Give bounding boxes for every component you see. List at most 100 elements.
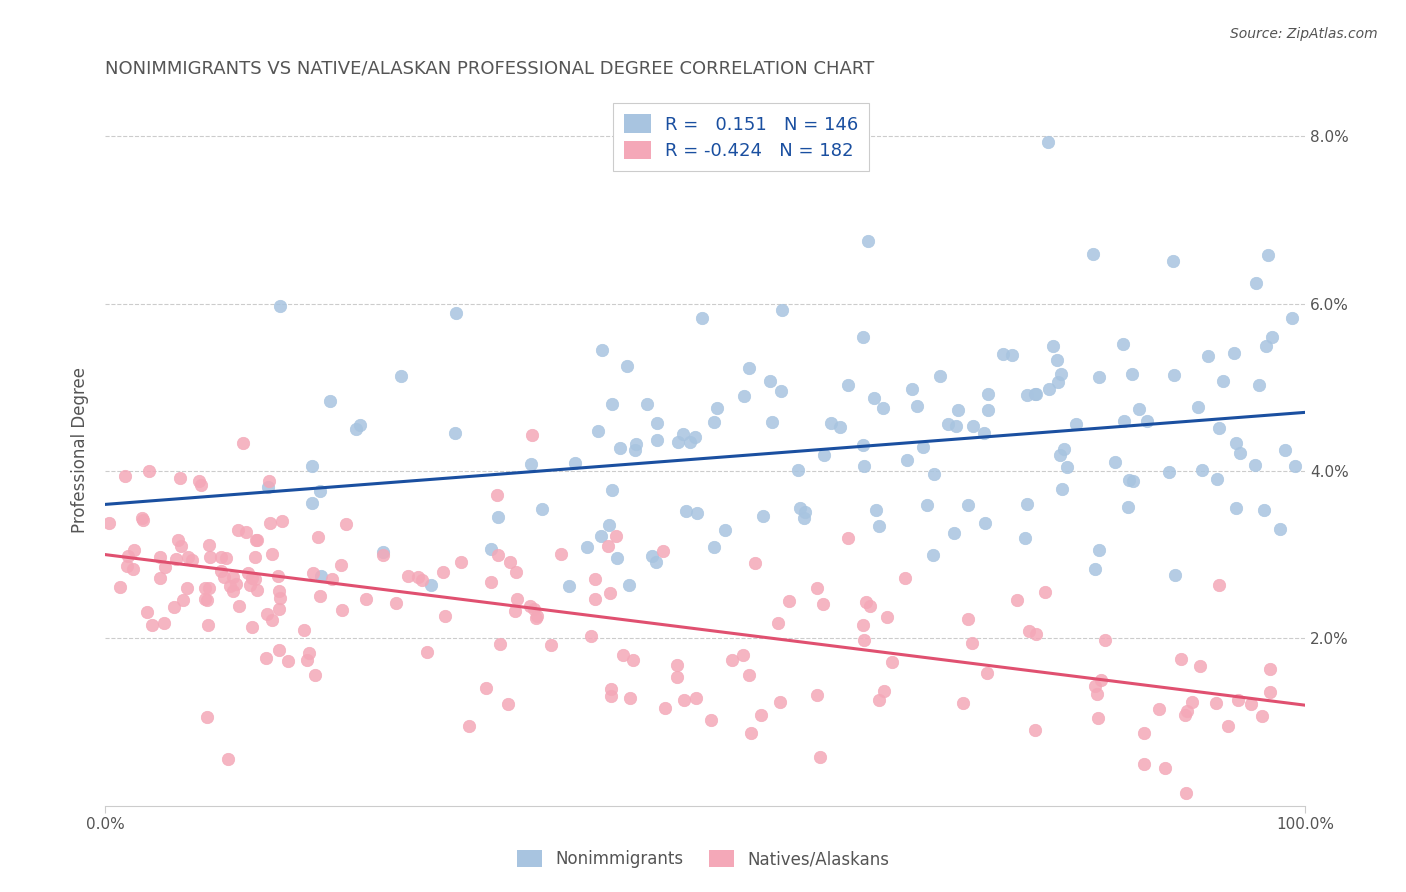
Point xyxy=(169,471,191,485)
Point xyxy=(1046,352,1069,367)
Point xyxy=(868,518,890,533)
Point xyxy=(912,440,935,454)
Point xyxy=(1085,687,1108,701)
Point xyxy=(277,654,299,668)
Point xyxy=(444,305,467,319)
Point xyxy=(703,415,725,429)
Point xyxy=(163,599,186,614)
Point xyxy=(1188,658,1211,673)
Point xyxy=(411,573,433,587)
Point xyxy=(524,611,547,625)
Point xyxy=(852,618,875,632)
Point xyxy=(330,603,353,617)
Point xyxy=(675,504,697,518)
Point xyxy=(236,566,259,580)
Point xyxy=(349,418,371,433)
Point xyxy=(1260,662,1282,676)
Point xyxy=(752,508,775,523)
Point xyxy=(617,578,640,592)
Point xyxy=(1017,497,1039,511)
Point xyxy=(1260,685,1282,699)
Point xyxy=(214,551,236,566)
Point xyxy=(122,562,145,576)
Point xyxy=(837,378,859,392)
Point xyxy=(1175,704,1198,718)
Point xyxy=(304,667,326,681)
Point xyxy=(1042,339,1064,353)
Point xyxy=(172,593,194,607)
Point xyxy=(155,559,177,574)
Point xyxy=(131,511,153,525)
Point xyxy=(1191,463,1213,477)
Point xyxy=(855,595,877,609)
Point xyxy=(170,539,193,553)
Point xyxy=(1116,500,1139,514)
Point xyxy=(666,670,689,684)
Point xyxy=(117,558,139,573)
Point xyxy=(733,389,755,403)
Point xyxy=(292,623,315,637)
Point xyxy=(1014,531,1036,545)
Point xyxy=(581,629,603,643)
Point xyxy=(1005,593,1028,607)
Point xyxy=(1212,374,1234,388)
Point xyxy=(1257,248,1279,262)
Point xyxy=(703,541,725,555)
Point xyxy=(389,369,412,384)
Point xyxy=(526,608,548,623)
Point xyxy=(808,750,831,764)
Point xyxy=(1281,311,1303,326)
Point xyxy=(245,533,267,547)
Point xyxy=(973,425,995,440)
Point xyxy=(852,330,875,344)
Point xyxy=(98,516,121,530)
Point xyxy=(738,360,761,375)
Point xyxy=(1104,455,1126,469)
Point xyxy=(1223,345,1246,359)
Point xyxy=(1159,465,1181,479)
Point xyxy=(1084,562,1107,576)
Point xyxy=(496,697,519,711)
Point xyxy=(1154,761,1177,775)
Point xyxy=(596,539,619,553)
Point xyxy=(586,424,609,438)
Point xyxy=(1018,624,1040,638)
Point xyxy=(793,510,815,524)
Point xyxy=(256,607,278,621)
Point xyxy=(794,505,817,519)
Point xyxy=(259,516,281,530)
Point xyxy=(945,419,967,434)
Point xyxy=(977,387,1000,401)
Point xyxy=(872,401,894,416)
Point xyxy=(600,483,623,497)
Point xyxy=(1094,632,1116,647)
Point xyxy=(1001,349,1024,363)
Point xyxy=(769,384,792,398)
Point xyxy=(956,498,979,512)
Point xyxy=(108,581,131,595)
Point xyxy=(721,653,744,667)
Point xyxy=(228,599,250,614)
Point xyxy=(591,528,613,542)
Point xyxy=(1240,698,1263,712)
Point xyxy=(262,613,284,627)
Point xyxy=(591,343,613,357)
Point xyxy=(863,392,886,406)
Point xyxy=(503,604,526,618)
Point xyxy=(778,594,800,608)
Point xyxy=(1133,756,1156,771)
Point xyxy=(706,401,728,415)
Point xyxy=(1056,460,1078,475)
Point xyxy=(1206,472,1229,486)
Point xyxy=(686,506,709,520)
Point xyxy=(654,701,676,715)
Point xyxy=(117,549,139,564)
Point xyxy=(194,581,217,595)
Point xyxy=(257,480,280,494)
Point xyxy=(505,565,527,579)
Point xyxy=(396,568,419,582)
Point xyxy=(1084,680,1107,694)
Point xyxy=(385,596,408,610)
Point xyxy=(222,570,245,584)
Point xyxy=(770,302,793,317)
